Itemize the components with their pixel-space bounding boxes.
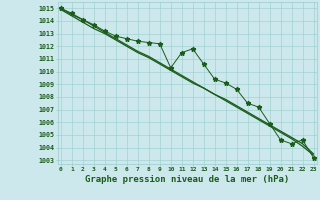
- X-axis label: Graphe pression niveau de la mer (hPa): Graphe pression niveau de la mer (hPa): [85, 175, 289, 184]
